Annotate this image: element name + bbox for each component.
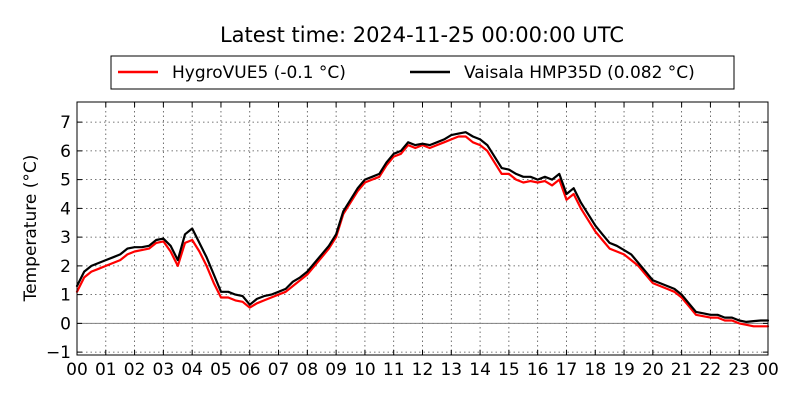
y-tick-label: 0 (60, 314, 71, 334)
y-tick-label: 2 (60, 257, 71, 277)
x-tick-label: 10 (354, 360, 376, 380)
series-group (75, 131, 770, 328)
y-tick-label: 3 (60, 228, 71, 248)
y-axis-label: Temperature (°C) (21, 155, 41, 303)
x-tick-label: 23 (728, 360, 750, 380)
x-tick-label: 04 (181, 360, 203, 380)
x-tick-label: 21 (671, 360, 693, 380)
x-ticks: 00 01 02 03 04 05 06 07 08 09 10 11 12 13 14 15 16 17 18 19… (66, 102, 779, 380)
y-tick-label: 4 (60, 199, 71, 219)
x-tick-label: 09 (325, 360, 347, 380)
legend-label-hygrovue5: HygroVUE5 (-0.1 °C) (172, 63, 346, 83)
y-tick-label: 1 (60, 286, 71, 306)
legend-label-vaisala: Vaisala HMP35D (0.082 °C) (464, 63, 695, 83)
x-tick-label: 13 (440, 360, 462, 380)
x-tick-label: 15 (498, 360, 520, 380)
grid (77, 102, 768, 355)
x-tick-label: 14 (469, 360, 491, 380)
x-tick-label: 20 (642, 360, 664, 380)
x-tick-label: 02 (124, 360, 146, 380)
series-line-hygrovue5 (75, 135, 770, 328)
legend: HygroVUE5 (-0.1 °C) Vaisala HMP35D (0.08… (110, 55, 735, 90)
series-line-vaisala (75, 131, 770, 323)
x-tick-label: 00 (66, 360, 88, 380)
x-tick-label: 08 (297, 360, 319, 380)
x-tick-label: 01 (95, 360, 117, 380)
x-tick-label: 07 (268, 360, 290, 380)
x-tick-label: 17 (556, 360, 578, 380)
x-tick-label: 18 (584, 360, 606, 380)
x-tick-label: 11 (383, 360, 405, 380)
x-tick-label: 00 (757, 360, 779, 380)
chart-title: Latest time: 2024-11-25 00:00:00 UTC (220, 23, 624, 47)
x-tick-label: 16 (527, 360, 549, 380)
x-tick-label: 22 (700, 360, 722, 380)
y-tick-label: 7 (60, 113, 71, 133)
y-tick-label: 5 (60, 171, 71, 191)
y-tick-label: −1 (46, 343, 71, 363)
x-tick-label: 19 (613, 360, 635, 380)
y-tick-label: 6 (60, 142, 71, 162)
x-tick-label: 03 (153, 360, 175, 380)
x-tick-label: 06 (239, 360, 261, 380)
x-tick-label: 12 (412, 360, 434, 380)
y-ticks: −1 0 1 2 3 4 5 6 7 (46, 113, 768, 363)
x-tick-label: 05 (210, 360, 232, 380)
